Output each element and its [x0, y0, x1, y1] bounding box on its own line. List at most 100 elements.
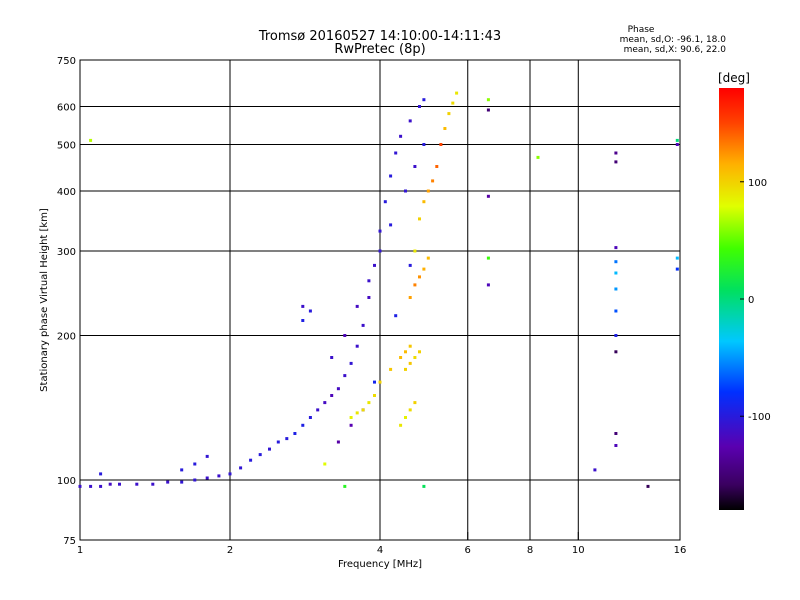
- data-point: [408, 361, 412, 365]
- data-point: [439, 143, 443, 146]
- data-point: [389, 174, 393, 178]
- data-point: [422, 267, 426, 271]
- data-point: [443, 127, 447, 130]
- data-point: [367, 279, 371, 283]
- data-point: [614, 444, 618, 447]
- data-point: [413, 401, 417, 405]
- data-point: [180, 480, 184, 484]
- data-point: [367, 401, 371, 405]
- data-point: [413, 356, 417, 359]
- data-point: [78, 484, 82, 488]
- y-tick-labels: 75 100 200 300 400 500 600 750: [57, 56, 76, 547]
- data-point: [614, 271, 618, 275]
- data-point: [378, 229, 382, 233]
- data-point: [336, 440, 340, 444]
- data-point: [239, 466, 243, 470]
- x-tick-label: 8: [527, 545, 533, 556]
- data-point: [301, 319, 305, 322]
- colorbar: [719, 88, 744, 510]
- data-point: [330, 394, 334, 397]
- data-point: [422, 484, 426, 488]
- chart-title: Tromsø 20160527 14:10:00-14:11:43: [258, 29, 501, 44]
- data-point: [426, 256, 430, 260]
- data-point: [205, 454, 209, 458]
- data-point: [249, 458, 253, 462]
- data-point: [408, 296, 412, 299]
- data-point: [408, 344, 412, 348]
- colorbar-tick-label: 0: [748, 295, 754, 306]
- data-point: [151, 482, 155, 486]
- data-point: [422, 143, 426, 146]
- data-point: [228, 472, 232, 476]
- data-point: [418, 275, 421, 279]
- data-point: [135, 482, 139, 486]
- data-point: [389, 223, 393, 227]
- y-tick-label: 400: [57, 187, 76, 198]
- data-point: [486, 108, 490, 112]
- data-points: [78, 91, 679, 488]
- data-point: [614, 334, 618, 337]
- data-point: [355, 304, 359, 308]
- data-point: [426, 189, 430, 193]
- data-point: [343, 374, 347, 378]
- data-point: [399, 423, 403, 427]
- data-point: [404, 367, 407, 371]
- data-point: [614, 246, 618, 250]
- data-point: [367, 296, 371, 299]
- x-tick-label: 6: [465, 545, 471, 556]
- data-point: [408, 263, 412, 267]
- data-point: [355, 344, 359, 348]
- data-point: [308, 416, 312, 419]
- data-point: [343, 484, 347, 488]
- data-point: [614, 350, 618, 354]
- data-point: [447, 112, 451, 116]
- data-point: [118, 482, 121, 486]
- data-point: [486, 98, 490, 102]
- y-tick-label: 300: [57, 247, 76, 258]
- y-tick-label: 75: [63, 536, 76, 547]
- data-point: [355, 411, 359, 415]
- data-point: [404, 350, 407, 354]
- data-point: [404, 416, 407, 419]
- data-point: [675, 256, 679, 260]
- data-point: [394, 151, 398, 155]
- data-point: [418, 217, 421, 221]
- data-point: [301, 423, 305, 427]
- data-point: [614, 160, 618, 164]
- data-point: [614, 260, 618, 264]
- y-axis-label: Stationary phase Virtual Height [km]: [39, 208, 50, 392]
- data-point: [675, 143, 679, 146]
- data-point: [418, 105, 421, 108]
- data-point: [293, 432, 297, 435]
- data-point: [285, 437, 289, 441]
- data-point: [408, 408, 412, 412]
- data-point: [399, 356, 403, 359]
- y-tick-label: 500: [57, 141, 76, 152]
- y-tick-label: 200: [57, 332, 76, 343]
- data-point: [614, 309, 618, 313]
- data-point: [486, 256, 490, 260]
- data-point: [166, 480, 170, 484]
- data-point: [316, 408, 320, 412]
- data-point: [193, 462, 197, 466]
- x-axis-label: Frequency [MHz]: [338, 559, 422, 570]
- data-point: [614, 151, 618, 155]
- chart-subtitle: RwPretec (8p): [334, 42, 425, 57]
- data-point: [323, 401, 327, 405]
- data-point: [422, 98, 426, 102]
- data-point: [180, 468, 184, 472]
- data-point: [646, 484, 650, 488]
- data-point: [323, 462, 327, 466]
- data-point: [349, 361, 353, 365]
- x-tick-labels: 1 2 4 6 8 10 16: [77, 545, 687, 556]
- data-point: [404, 189, 407, 193]
- data-point: [89, 138, 93, 142]
- colorbar-tick-label: -100: [748, 412, 771, 423]
- data-point: [408, 119, 412, 123]
- data-point: [361, 323, 365, 327]
- data-point: [336, 387, 340, 391]
- data-point: [373, 263, 376, 267]
- x-tick-label: 10: [572, 545, 585, 556]
- data-point: [193, 478, 197, 482]
- data-point: [486, 194, 490, 198]
